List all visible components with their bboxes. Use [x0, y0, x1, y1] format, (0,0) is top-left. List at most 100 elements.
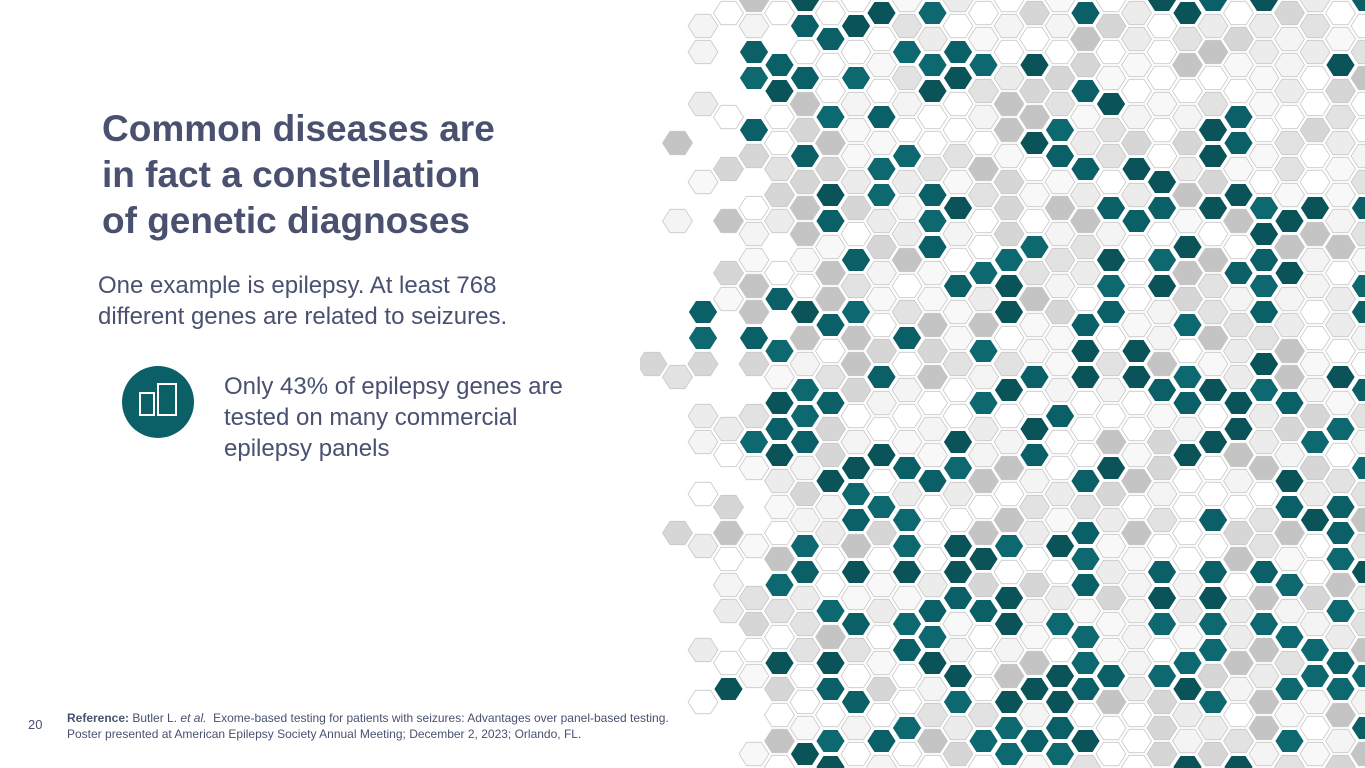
- hexagon: [917, 312, 948, 338]
- hexagon: [1095, 91, 1127, 117]
- hexagon: [840, 247, 872, 273]
- hexagon: [1172, 416, 1203, 442]
- hexagon: [840, 117, 872, 143]
- hexagon: [687, 533, 719, 559]
- hexagon: [993, 221, 1025, 247]
- hexagon: [789, 91, 821, 117]
- hexagon: [840, 325, 872, 351]
- hexagon: [968, 416, 999, 442]
- hexagon: [866, 468, 897, 494]
- hexagon: [1197, 195, 1229, 221]
- subtitle-line: One example is epilepsy. At least 768: [98, 272, 497, 299]
- hexagon: [713, 260, 744, 286]
- hexagon: [789, 403, 821, 429]
- hexagon: [815, 624, 846, 650]
- hexagon: [1299, 0, 1331, 13]
- hexagon: [1018, 364, 1051, 390]
- hexagon: [1044, 221, 1076, 247]
- hexagon: [1095, 169, 1127, 195]
- hexagon: [713, 650, 744, 676]
- hexagon: [968, 650, 999, 676]
- hexagon: [764, 754, 795, 768]
- hexagon: [1172, 26, 1203, 52]
- hexagon: [840, 689, 872, 715]
- hexagon: [1018, 130, 1051, 156]
- hexagon: [738, 0, 770, 13]
- hexagon: [1299, 403, 1331, 429]
- hexagon: [942, 585, 974, 611]
- hexagon: [1171, 390, 1204, 416]
- hexagon: [1350, 637, 1365, 663]
- hexagon: [1273, 728, 1306, 754]
- hexagon: [1019, 468, 1050, 494]
- hexagon: [1121, 260, 1152, 286]
- hexagon: [1146, 455, 1178, 481]
- hexagon: [968, 572, 999, 598]
- hexagon: [1197, 143, 1229, 169]
- hexagon: [993, 715, 1025, 741]
- hexagon: [738, 117, 770, 143]
- hexagon: [1019, 26, 1050, 52]
- hexagon: [1248, 637, 1280, 663]
- hexagon: [968, 624, 999, 650]
- hexagon: [1299, 741, 1331, 767]
- hexagon: [764, 156, 795, 182]
- hexagon: [1248, 533, 1280, 559]
- hexagon: [942, 169, 974, 195]
- hexagon: [1069, 546, 1102, 572]
- hexagon: [865, 364, 898, 390]
- hexagon: [1299, 377, 1331, 403]
- hexagon: [789, 689, 821, 715]
- hexagon: [814, 650, 847, 676]
- reference-author: Butler L.: [132, 711, 178, 725]
- hexagon: [942, 325, 974, 351]
- hexagon: [789, 585, 821, 611]
- hexagon: [1044, 741, 1076, 767]
- hexagon: [1146, 351, 1178, 377]
- hexagon: [968, 234, 999, 260]
- hexagon: [840, 455, 872, 481]
- hexagon: [1350, 299, 1365, 325]
- hexagon: [1095, 637, 1127, 663]
- hexagon: [1121, 650, 1152, 676]
- hexagon: [1299, 169, 1331, 195]
- hexagon: [687, 299, 719, 325]
- hexagon: [916, 468, 949, 494]
- hexagon: [1095, 13, 1127, 39]
- hexagon: [1223, 52, 1254, 78]
- hexagon: [1223, 728, 1254, 754]
- hexagon: [993, 741, 1025, 767]
- hexagon: [1146, 0, 1178, 13]
- hexagon: [968, 442, 999, 468]
- hexagon: [789, 715, 821, 741]
- hexagon: [815, 286, 846, 312]
- hexagon: [1172, 208, 1203, 234]
- hexagon: [1172, 52, 1203, 78]
- hexagon: [1146, 247, 1178, 273]
- hexagon: [866, 390, 897, 416]
- hexagon: [1197, 39, 1229, 65]
- hexagon: [865, 0, 898, 26]
- hexagon: [789, 429, 821, 455]
- reference-etal: et al.: [180, 711, 207, 725]
- hexagon: [891, 481, 923, 507]
- hexagon: [1197, 663, 1229, 689]
- hexagon: [993, 507, 1025, 533]
- hexagon: [1172, 182, 1203, 208]
- hexagon: [763, 52, 796, 78]
- hexagon: [789, 741, 821, 767]
- hexagon: [763, 650, 796, 676]
- hexagon: [1146, 221, 1178, 247]
- hexagon: [840, 195, 872, 221]
- hexagon: [1324, 546, 1357, 572]
- hexagon: [1121, 468, 1152, 494]
- hexagon: [942, 429, 974, 455]
- hexagon: [1197, 169, 1229, 195]
- hexagon: [662, 208, 693, 234]
- hexagon: [1350, 143, 1365, 169]
- hexagon: [993, 611, 1025, 637]
- hexagon: [1019, 208, 1050, 234]
- hexagon: [1248, 247, 1280, 273]
- hexagon: [1172, 286, 1203, 312]
- hexagon: [866, 52, 897, 78]
